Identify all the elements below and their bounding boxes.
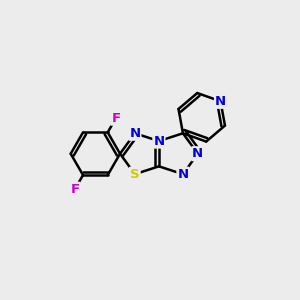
Text: N: N <box>153 135 164 148</box>
Text: N: N <box>215 95 226 108</box>
Text: S: S <box>130 168 140 181</box>
Text: F: F <box>111 112 120 125</box>
Text: N: N <box>129 127 140 140</box>
Text: N: N <box>177 168 188 181</box>
Text: N: N <box>192 147 203 160</box>
Text: F: F <box>70 183 80 196</box>
